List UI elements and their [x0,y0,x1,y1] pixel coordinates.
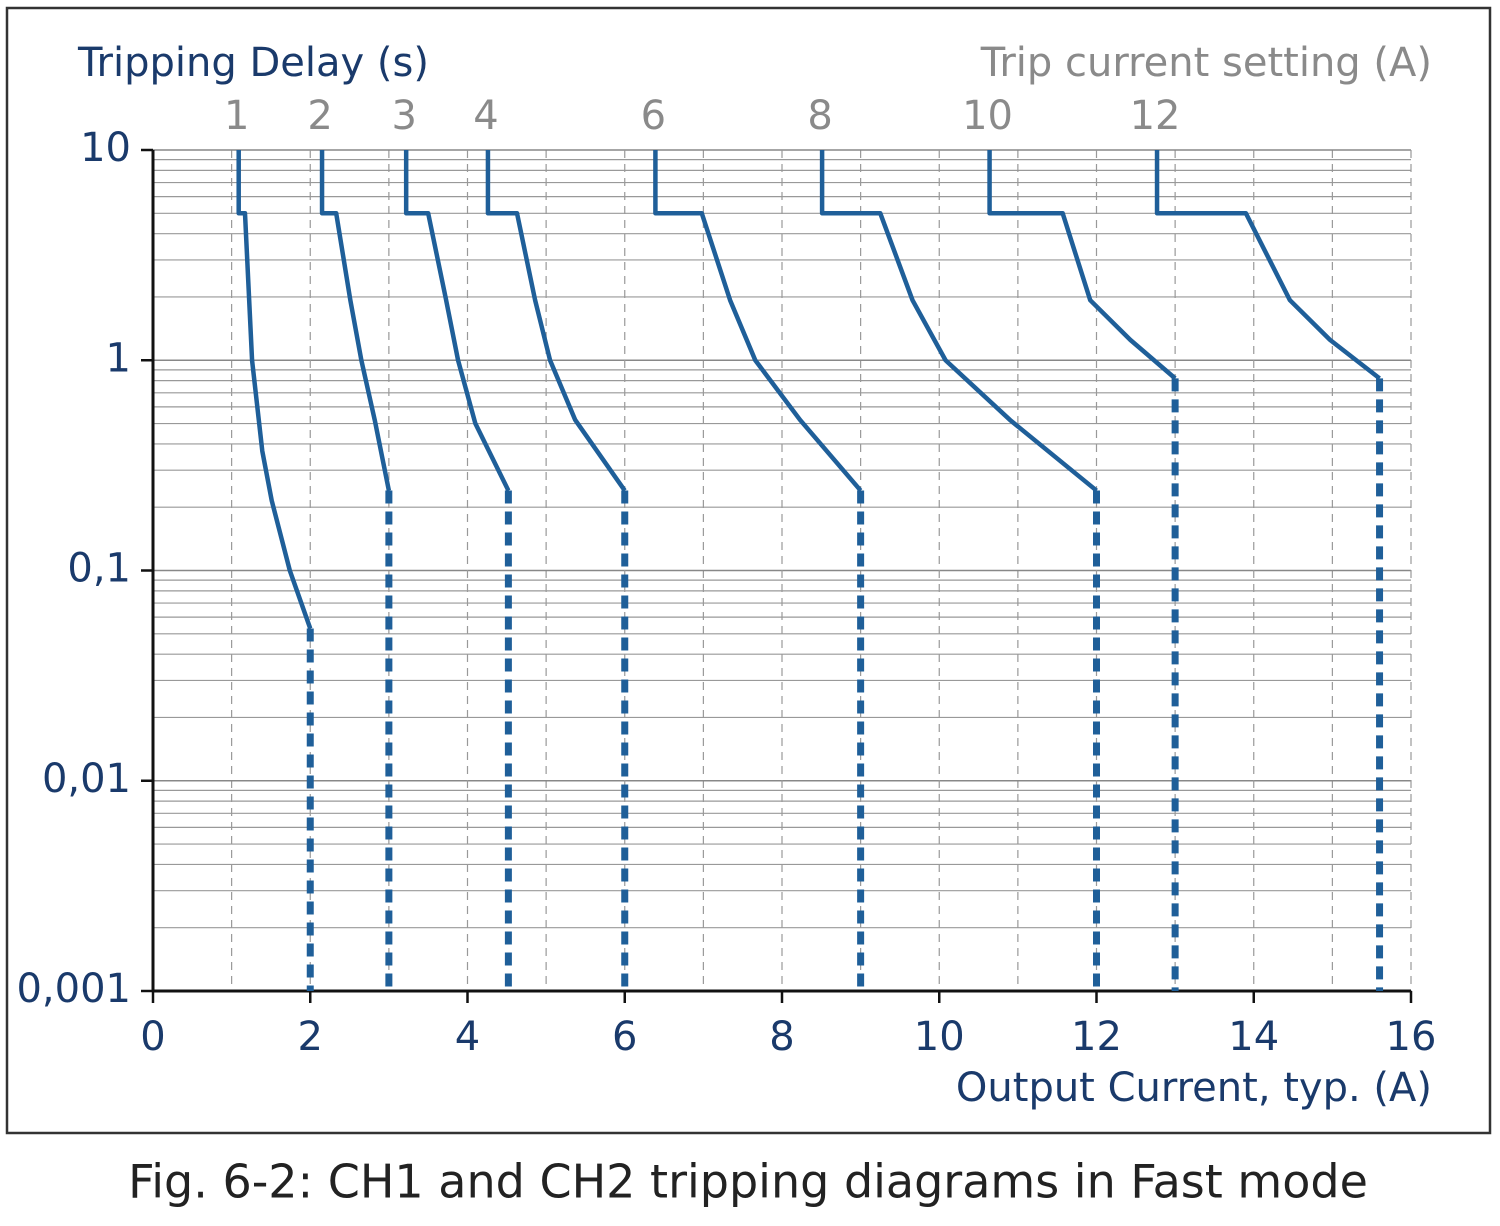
legend-label: 1 [224,93,249,139]
trip-curve [403,150,511,492]
x-tick-label: 6 [612,1014,637,1060]
x-tick-label: 10 [914,1014,965,1060]
caption: Fig. 6-2: CH1 and CH2 tripping diagrams … [128,1155,1368,1209]
trip-curve [319,150,392,492]
legend-label: 12 [1130,93,1181,139]
x-tick-label: 8 [769,1014,794,1060]
x-tick-label: 14 [1228,1014,1279,1060]
x-tick-label: 2 [298,1014,323,1060]
x-tick-label: 0 [140,1014,165,1060]
trip-curve [236,150,313,630]
legend-label: 3 [391,93,416,139]
trip-curve [485,150,627,492]
x-tick-label: 4 [455,1014,480,1060]
legend-label: 4 [473,93,498,139]
frame [5,6,1492,1135]
x-tick-label: 16 [1386,1014,1437,1060]
trip-curve [819,150,1098,493]
trip-curve [987,150,1177,381]
trip-curve [1154,150,1381,381]
legend-label: 2 [307,93,332,139]
y-tick-label: 0,01 [42,756,131,802]
legend-label: 8 [807,93,832,139]
legend-label: 10 [962,93,1013,139]
x-axis-label: Output Current, typ. (A) [956,1065,1432,1111]
y-axis-label: Tripping Delay (s) [77,40,429,86]
y-tick-label: 0,1 [67,546,131,592]
legend-title: Trip current setting (A) [980,40,1432,86]
y-tick-label: 1 [106,335,131,381]
legend-label: 6 [641,93,666,139]
y-tick-label: 10 [80,125,131,171]
y-tick-label: 0,001 [16,966,131,1012]
x-tick-label: 12 [1071,1014,1122,1060]
trip-curve [653,150,863,493]
